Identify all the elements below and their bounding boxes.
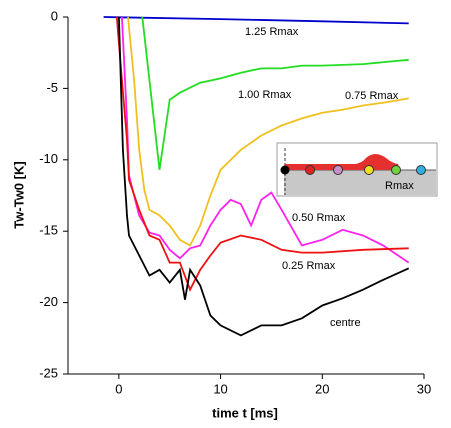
series-label: 0.50 Rmax [292, 212, 346, 224]
series-line [141, 16, 409, 170]
y-tick-label: -20 [39, 294, 58, 309]
x-tick-label: 30 [417, 381, 431, 396]
inset-point [280, 165, 290, 175]
series-label: 0.75 Rmax [345, 90, 399, 102]
inset-point [333, 165, 343, 175]
x-tick-label: 0 [115, 381, 122, 396]
inset-point [416, 165, 426, 175]
series-line [115, 16, 409, 292]
y-tick-label: -5 [46, 80, 58, 95]
series-line [127, 16, 409, 247]
inset-diagram: Rmax [276, 142, 438, 197]
x-tick-label: 10 [213, 381, 227, 396]
y-axis-title: Tw-Tw0 [K] [11, 161, 26, 228]
inset-label: Rmax [385, 180, 414, 192]
series-label: centre [330, 317, 361, 329]
y-tick-label: -25 [39, 365, 58, 380]
series-label: 1.00 Rmax [238, 89, 292, 101]
inset-point [391, 165, 401, 175]
x-axis-title: time t [ms] [212, 405, 278, 420]
series-label: 0.25 Rmax [282, 260, 336, 272]
series-line [103, 16, 409, 25]
inset-point [305, 165, 315, 175]
series-label: 1.25 Rmax [245, 26, 299, 38]
series-line [118, 16, 410, 337]
y-tick-label: -10 [39, 151, 58, 166]
y-tick-label: 0 [51, 8, 58, 23]
series-line [121, 16, 410, 264]
y-tick-label: -15 [39, 223, 58, 238]
inset-point [364, 165, 374, 175]
x-tick-label: 20 [315, 381, 329, 396]
